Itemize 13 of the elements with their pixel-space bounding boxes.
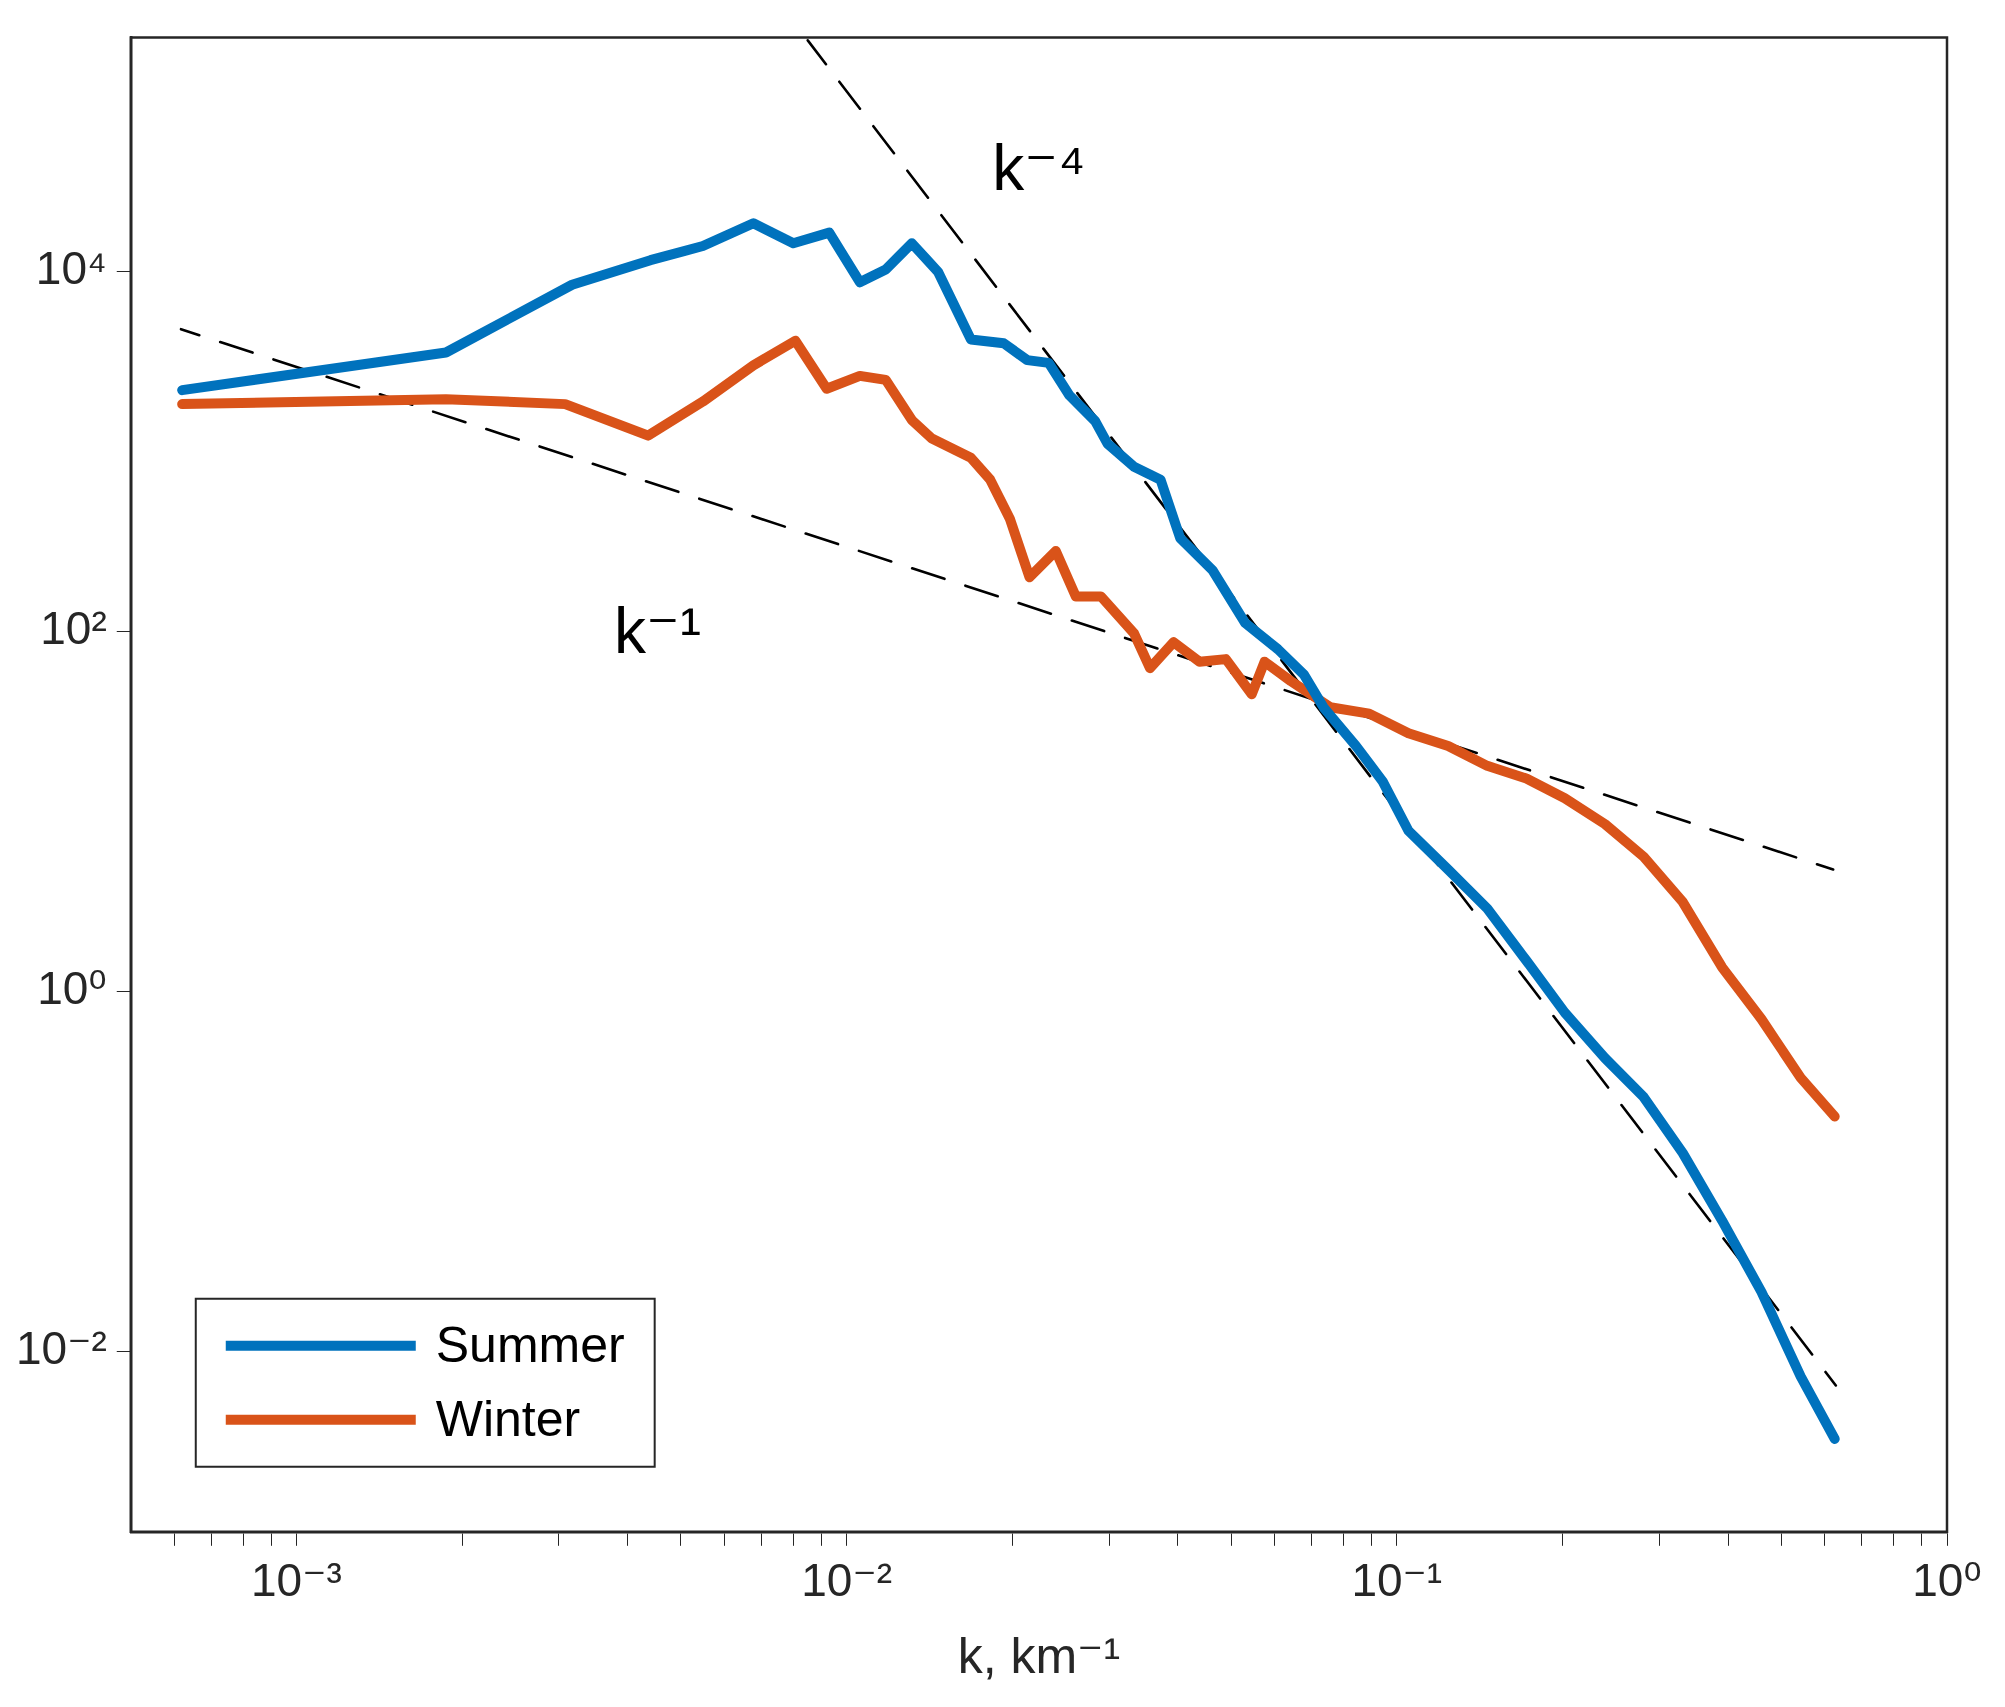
x-tick-label: 10⁻¹ bbox=[1351, 1554, 1443, 1607]
y-tick-label: 10² bbox=[40, 602, 107, 655]
y-tick-label: 10⁴ bbox=[35, 242, 107, 295]
annotation: k⁻⁴ bbox=[992, 131, 1086, 204]
y-tick-label: 10⁻² bbox=[16, 1322, 107, 1375]
annotation: k⁻¹ bbox=[613, 594, 702, 667]
x-axis-title: k, km⁻¹ bbox=[957, 1627, 1121, 1684]
legend-label: Winter bbox=[435, 1390, 581, 1447]
x-tick-label: 10⁰ bbox=[1912, 1554, 1982, 1607]
legend-label: Summer bbox=[435, 1316, 625, 1373]
x-tick-label: 10⁻² bbox=[801, 1554, 892, 1607]
x-tick-label: 10⁻³ bbox=[251, 1554, 342, 1607]
y-tick-label: 10⁰ bbox=[37, 962, 107, 1015]
